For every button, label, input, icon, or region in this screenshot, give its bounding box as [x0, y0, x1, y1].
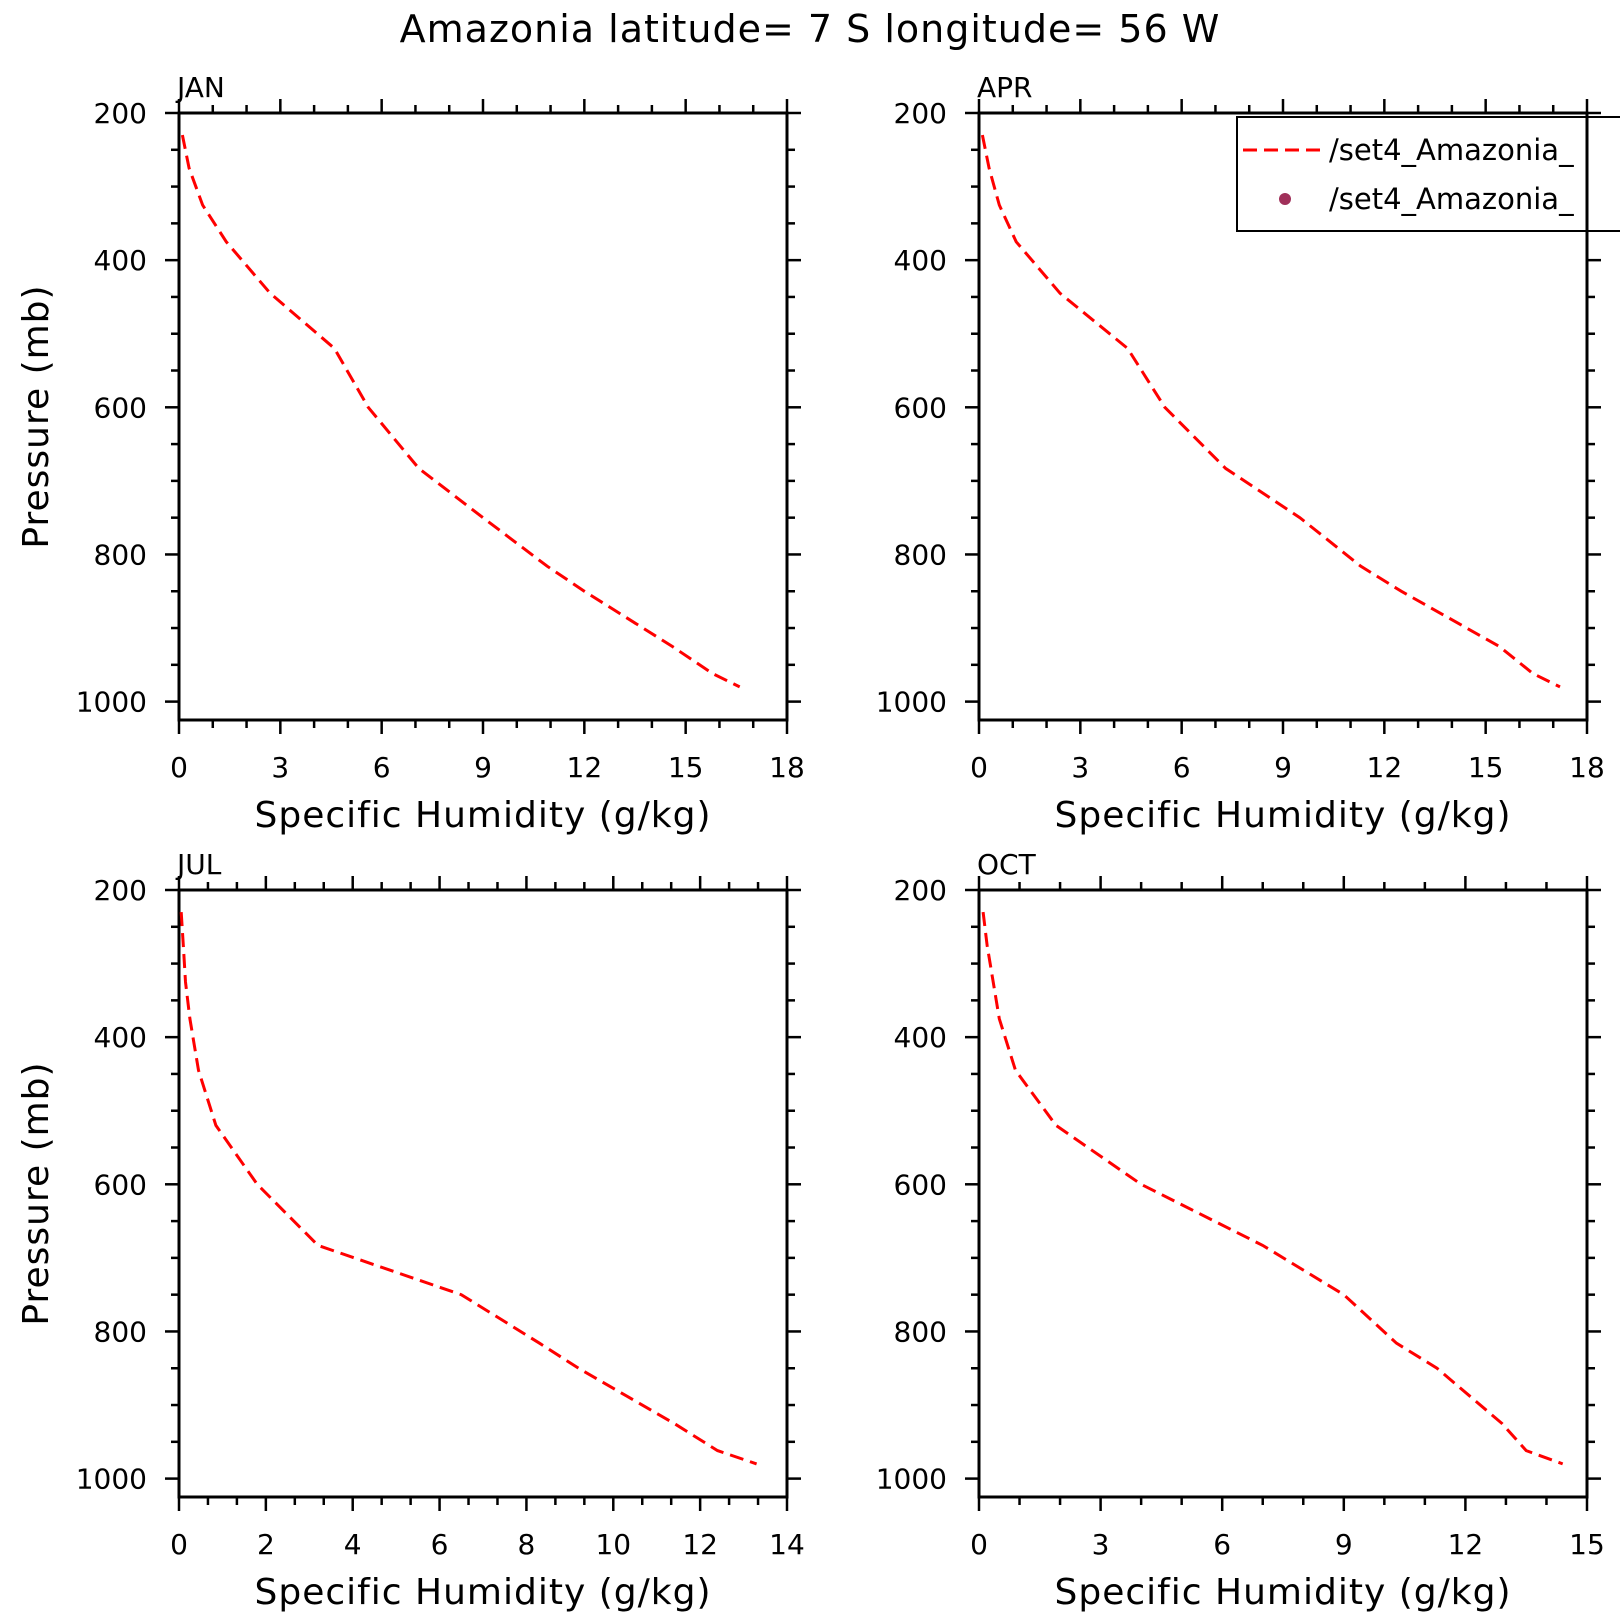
series-line: [179, 912, 758, 1466]
x-tick-label: 18: [1569, 751, 1605, 784]
y-axis-title: Pressure (mb): [16, 1061, 57, 1325]
x-tick-label: 6: [373, 751, 391, 784]
x-tick-label: 18: [769, 751, 805, 784]
x-tick-label: 12: [1448, 1528, 1484, 1561]
x-tick-label: 12: [1367, 751, 1403, 784]
panel-label: OCT: [977, 848, 1037, 881]
legend-box: [1236, 116, 1620, 232]
x-axis-title: Specific Humidity (g/kg): [1054, 795, 1511, 836]
plot-frame: [977, 888, 1589, 1499]
panel-label: APR: [977, 71, 1033, 104]
y-tick-label: 400: [94, 1021, 147, 1054]
x-tick-label: 15: [1468, 751, 1504, 784]
y-tick-label: 600: [94, 1168, 147, 1201]
x-tick-label: 9: [474, 751, 492, 784]
x-tick-label: 6: [431, 1528, 449, 1561]
x-tick-label: 9: [1335, 1528, 1353, 1561]
x-tick-label: 3: [1092, 1528, 1110, 1561]
y-axis-title: Pressure (mb): [16, 284, 57, 548]
y-tick-label: 600: [894, 391, 947, 424]
x-tick-label: 4: [344, 1528, 362, 1561]
x-tick-label: 0: [170, 1528, 188, 1561]
y-tick-label: 600: [94, 391, 147, 424]
legend-label: /set4_Amazonia_: [1329, 133, 1574, 167]
y-tick-label: 800: [894, 538, 947, 571]
x-tick-label: 3: [1071, 751, 1089, 784]
figure-title: Amazonia latitude= 7 S longitude= 56 W: [400, 7, 1221, 51]
x-tick-label: 9: [1274, 751, 1292, 784]
x-axis-title: Specific Humidity (g/kg): [1054, 1572, 1511, 1613]
x-tick-label: 12: [567, 751, 603, 784]
panel-oct: OCT 0 3 6 9 12 15 200 400 600 800 1000 Specific Humi…: [876, 848, 1605, 1613]
y-tick-label: 200: [94, 874, 147, 907]
y-tick-label: 200: [894, 97, 947, 130]
x-tick-label: 3: [271, 751, 289, 784]
y-tick-label: 1000: [876, 1463, 947, 1496]
plot-frame: [177, 111, 789, 722]
y-tick-label: 800: [94, 1315, 147, 1348]
x-tick-label: 10: [595, 1528, 631, 1561]
x-tick-label: 15: [668, 751, 704, 784]
panel-label: JAN: [175, 71, 225, 104]
legend-dot-swatch: [1279, 193, 1291, 205]
series-line: [980, 134, 1561, 689]
x-axis-title: Specific Humidity (g/kg): [254, 1572, 711, 1613]
y-tick-label: 800: [94, 538, 147, 571]
panel-jul: JUL 0 2 4 6 8 10 12 14 200 400 600 800 1000 Specific H…: [16, 848, 805, 1613]
x-tick-label: 12: [682, 1528, 718, 1561]
y-tick-label: 600: [894, 1168, 947, 1201]
x-tick-label: 0: [170, 751, 188, 784]
x-tick-label: 0: [970, 1528, 988, 1561]
x-tick-label: 6: [1213, 1528, 1231, 1561]
x-tick-label: 15: [1569, 1528, 1605, 1561]
legend-label: /set4_Amazonia_: [1329, 182, 1574, 216]
y-tick-label: 400: [94, 244, 147, 277]
x-axis-title: Specific Humidity (g/kg): [254, 795, 711, 836]
plot-frame: [177, 888, 789, 1499]
x-tick-label: 14: [769, 1528, 805, 1561]
series-line: [981, 911, 1564, 1466]
x-tick-label: 2: [257, 1528, 275, 1561]
legend: /set4_Amazonia_ /set4_Amazonia_: [1236, 113, 1620, 720]
x-tick-label: 0: [970, 751, 988, 784]
y-tick-label: 1000: [876, 686, 947, 719]
panel-label: JUL: [175, 848, 222, 881]
series-line: [180, 134, 741, 689]
y-tick-label: 1000: [76, 1463, 147, 1496]
x-tick-label: 8: [518, 1528, 536, 1561]
y-tick-label: 1000: [76, 686, 147, 719]
panel-jan: JAN 0 3 6 9 12 15 18 200 400 600 800 1000 Specific Hu…: [16, 71, 805, 836]
y-tick-label: 400: [894, 244, 947, 277]
y-tick-label: 800: [894, 1315, 947, 1348]
y-tick-label: 400: [894, 1021, 947, 1054]
y-tick-label: 200: [94, 97, 147, 130]
y-tick-label: 200: [894, 874, 947, 907]
x-tick-label: 6: [1173, 751, 1191, 784]
